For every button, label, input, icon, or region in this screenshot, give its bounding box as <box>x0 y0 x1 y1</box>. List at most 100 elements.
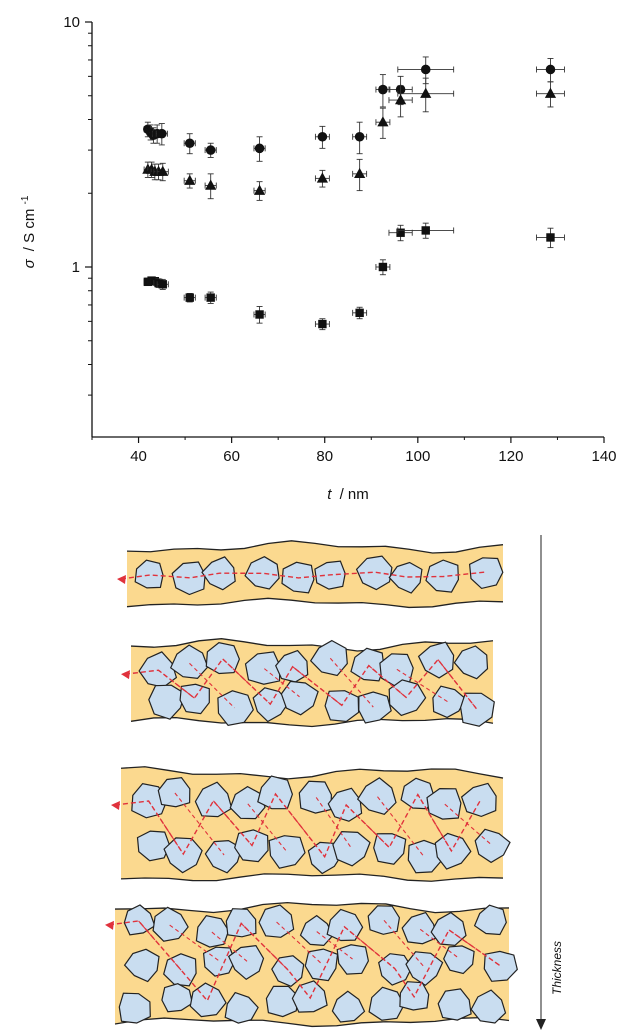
x-axis-title: t / nm <box>327 486 369 503</box>
circle-point <box>420 64 431 75</box>
triangle-point <box>377 116 389 127</box>
thickness-label: Thickness <box>550 941 564 995</box>
flake <box>118 992 151 1024</box>
series-layer <box>142 56 565 331</box>
circle-point <box>157 128 167 139</box>
flake <box>252 687 290 723</box>
film-layer <box>117 540 504 609</box>
square-point <box>355 308 364 318</box>
flake <box>356 777 397 815</box>
flake <box>468 557 504 590</box>
flake <box>152 906 189 942</box>
flake <box>274 649 309 683</box>
triangle-point <box>394 94 407 105</box>
flake <box>134 559 164 589</box>
flake <box>169 644 209 680</box>
flake <box>470 989 507 1024</box>
flake <box>473 904 507 936</box>
x-axis-unit: / nm <box>340 486 369 503</box>
flake <box>432 685 467 719</box>
circle-point <box>317 131 328 142</box>
flake <box>123 904 156 936</box>
triangle-point <box>420 87 432 98</box>
conduction-branch <box>383 919 425 968</box>
flake <box>459 692 495 727</box>
flake <box>291 980 328 1013</box>
circle-point <box>184 138 195 149</box>
triangle-point <box>544 87 557 98</box>
conduction-branch <box>275 793 326 858</box>
flake <box>358 691 392 724</box>
flake <box>373 833 407 865</box>
x-tick-label: 80 <box>316 448 333 465</box>
y-axis-unit: / S cm <box>21 209 38 252</box>
y-tick-label: 10 <box>63 14 80 31</box>
flake <box>179 683 210 715</box>
flake <box>460 782 497 818</box>
conduction-branch <box>345 804 390 848</box>
circle-point <box>545 64 556 75</box>
square-point <box>378 262 388 272</box>
conduction-branch <box>213 800 253 846</box>
film-top-edge <box>114 901 510 914</box>
conduction-arrowhead <box>111 801 120 811</box>
conduction-branch <box>368 665 407 698</box>
triangle-point <box>184 174 196 185</box>
square-point <box>158 280 167 289</box>
film-top-edge <box>130 638 494 652</box>
flake <box>437 988 472 1021</box>
film-top-edge <box>120 766 504 780</box>
square-point <box>318 319 327 329</box>
flake <box>298 780 333 814</box>
conduction-branch <box>174 792 225 856</box>
conduction-branch <box>263 668 300 698</box>
y-tick-label: 1 <box>72 259 80 276</box>
conduction-branch <box>158 669 195 699</box>
thickness-schematic <box>105 540 518 1028</box>
conductivity-chart: 40 60 80 100 120 140 1 10 t / nm σ / S cm -1 <box>20 14 617 503</box>
conduction-branch <box>344 926 396 970</box>
flake <box>257 775 294 810</box>
flake <box>483 950 518 982</box>
flake <box>326 908 364 942</box>
y-axis-title: σ / S cm -1 <box>20 195 38 268</box>
triangle-point <box>316 172 328 183</box>
square-point <box>396 228 405 237</box>
flake <box>157 776 191 808</box>
flake <box>332 830 371 867</box>
flake <box>227 944 265 981</box>
film-bottom-edge <box>126 597 504 609</box>
film-layer <box>111 766 511 882</box>
flake <box>430 911 467 947</box>
circle-point <box>378 84 388 95</box>
conduction-path <box>120 571 486 580</box>
circle-point <box>354 131 365 142</box>
square-point <box>421 226 430 235</box>
x-tick-label: 140 <box>591 448 616 465</box>
thickness-arrow: Thickness <box>536 535 564 1030</box>
conduction-branch <box>315 797 352 848</box>
y-axis-exponent: -1 <box>20 195 31 204</box>
square-point <box>206 293 215 302</box>
conduction-branch <box>448 929 501 966</box>
conduction-branch <box>417 794 452 852</box>
triangle-point <box>157 165 169 176</box>
flake <box>309 639 348 677</box>
conduction-branch <box>377 796 425 858</box>
conduction-arrowhead <box>117 575 126 584</box>
flake <box>194 781 233 818</box>
y-ticks: 1 10 <box>63 14 92 396</box>
x-tick-label: 120 <box>498 448 523 465</box>
conduction-branch <box>437 659 477 709</box>
thickness-arrow-head <box>536 1019 546 1030</box>
square-point <box>255 310 264 319</box>
flake <box>163 837 203 874</box>
triangle-point <box>205 179 217 190</box>
flake <box>244 556 280 590</box>
conduction-branch <box>316 931 353 960</box>
conduction-arrowhead <box>121 670 130 680</box>
conduction-branch <box>247 803 287 851</box>
conduction-path <box>108 920 501 1003</box>
flake <box>280 680 319 716</box>
